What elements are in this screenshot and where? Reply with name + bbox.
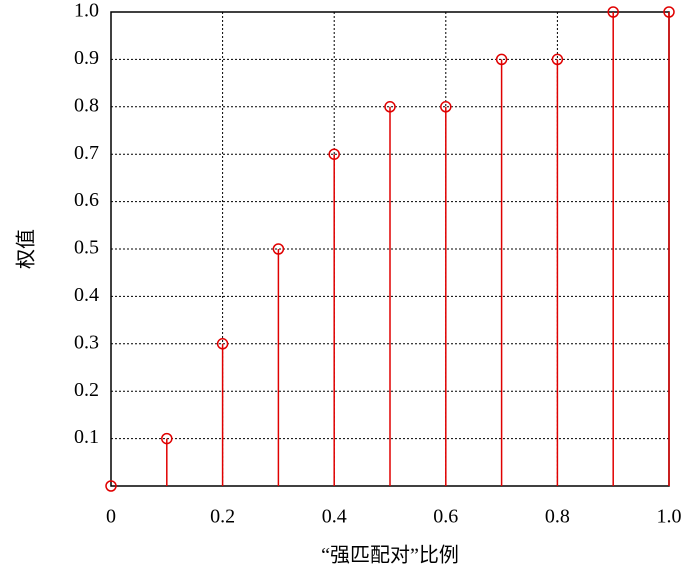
y-tick-label: 0.6 <box>74 189 99 211</box>
y-tick-label: 0.8 <box>74 94 99 116</box>
stem-marker <box>161 432 173 445</box>
stem-marker <box>328 148 340 160</box>
stem-marker <box>216 338 229 350</box>
x-tick-label: 0.2 <box>210 506 235 528</box>
stem-marker <box>495 53 508 66</box>
stem-marker <box>663 6 675 18</box>
stem-marker <box>272 243 285 255</box>
stem-marker <box>440 101 452 113</box>
x-tick-label: 1.0 <box>657 506 682 528</box>
y-tick-label: 0.1 <box>74 426 99 448</box>
stem-marker <box>105 480 117 492</box>
x-tick-label: 0.4 <box>322 506 347 528</box>
x-tick-label: 0 <box>106 506 116 528</box>
stem-marker <box>384 101 396 113</box>
y-tick-label: 0.4 <box>74 284 99 306</box>
stem-marker <box>607 6 619 18</box>
x-tick-label: 0.6 <box>433 506 458 528</box>
y-tick-label: 0.5 <box>74 237 99 259</box>
y-tick-label: 0.9 <box>74 47 99 69</box>
y-tick-label: 0.7 <box>74 142 99 164</box>
stem-marker <box>551 53 564 66</box>
x-axis-label: “强匹配对”比例 <box>321 544 459 567</box>
y-tick-label: 0.3 <box>74 331 99 353</box>
y-axis-label: 权值 <box>15 229 38 269</box>
y-tick-label: 1.0 <box>74 0 99 22</box>
x-tick-label: 0.8 <box>545 506 570 528</box>
y-tick-label: 0.2 <box>74 379 99 401</box>
